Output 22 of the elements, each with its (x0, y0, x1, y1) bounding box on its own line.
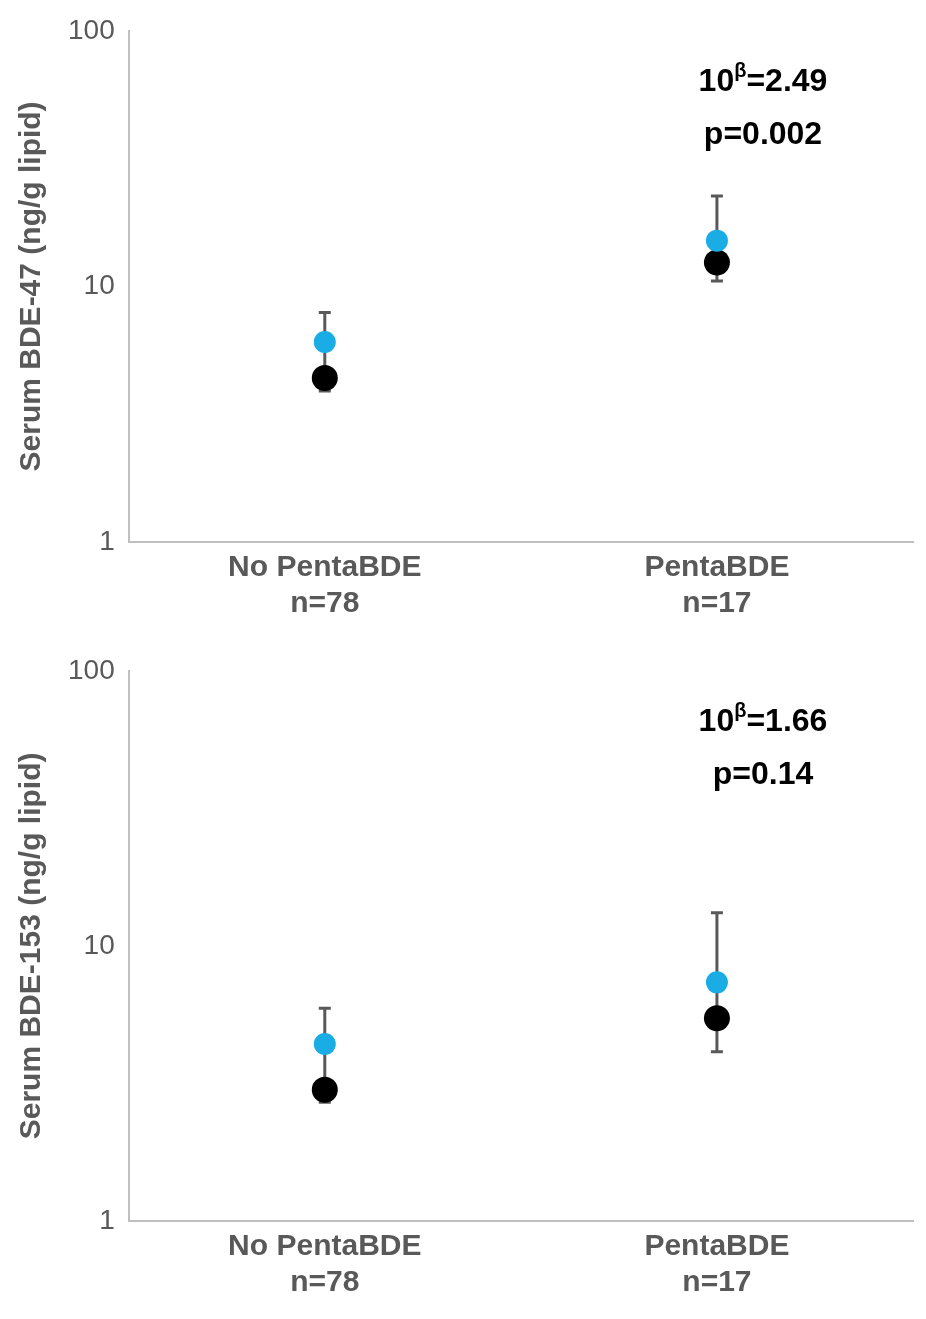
y-tick-label: 1 (99, 1203, 115, 1235)
point (705, 229, 728, 252)
point (311, 1076, 338, 1103)
point (705, 971, 728, 994)
annotation: p=0.002 (703, 114, 823, 151)
point (703, 249, 730, 276)
y-axis-title: Serum BDE-153 (ng/g lipid) (13, 752, 47, 1140)
point (313, 1032, 336, 1055)
y-axis-title: Serum BDE-47 (ng/g lipid) (13, 101, 47, 472)
annotation: p=0.14 (712, 754, 814, 791)
x-tick-label: PentaBDE n=17 (644, 549, 790, 619)
point (313, 331, 336, 353)
y-tick-label: 100 (68, 13, 115, 45)
y-tick-label: 10 (83, 269, 115, 301)
y-tick-label: 100 (68, 653, 115, 685)
y-tick-label: 10 (83, 928, 115, 960)
x-tick-label: PentaBDE n=17 (644, 1228, 790, 1298)
x-tick-label: No PentaBDE n=78 (228, 1228, 422, 1298)
point (703, 1005, 730, 1032)
y-tick-label: 1 (99, 524, 115, 556)
x-tick-label: No PentaBDE n=78 (228, 549, 422, 619)
point (311, 365, 338, 392)
